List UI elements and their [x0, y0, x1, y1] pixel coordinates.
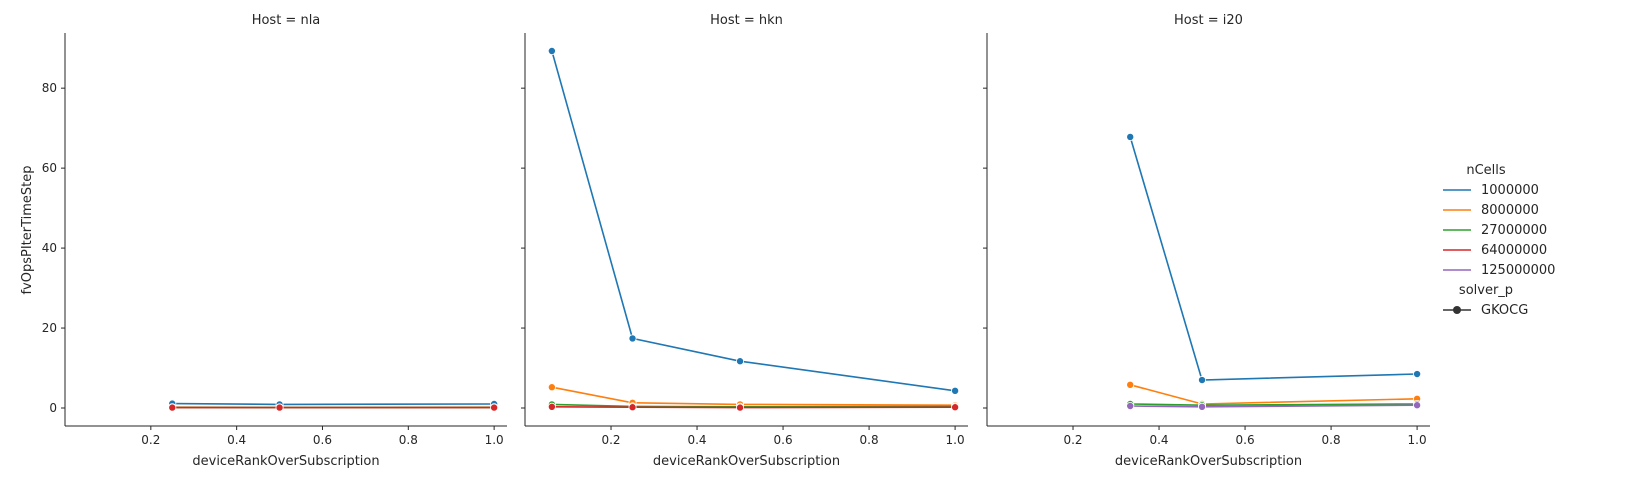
series-line-64000000	[551, 405, 956, 409]
x-tick-label: 0.8	[1322, 433, 1341, 447]
x-tick-label: 1.0	[1408, 433, 1427, 447]
series-line-1000000	[551, 50, 956, 392]
data-point-1000000	[736, 357, 745, 366]
data-point-8000000	[547, 383, 556, 392]
y-axis-label: fvOpsPIterTimeStep	[20, 165, 35, 294]
legend-label-125000000: 125000000	[1481, 263, 1555, 278]
legend: nCells 1000000 8000000 27000000 64000000 1250…	[1443, 163, 1555, 318]
data-point-1000000	[628, 334, 637, 343]
x-tick-label: 0.2	[1063, 433, 1082, 447]
legend-title-ncells: nCells	[1466, 163, 1506, 178]
x-tick-label: 0.4	[1149, 433, 1168, 447]
legend-label-64000000: 64000000	[1481, 243, 1547, 258]
data-point-1000000	[1413, 370, 1422, 379]
data-point-64000000	[490, 403, 499, 412]
x-tick-label: 1.0	[946, 433, 965, 447]
series-line-1000000	[172, 402, 495, 406]
facet-panel-2: Host = i20 0.2 0.4 0.6 0.8 1.0 deviceRankOverS…	[983, 13, 1430, 469]
x-tick-label: 0.8	[860, 433, 879, 447]
series-line-27000000	[551, 403, 956, 408]
data-point-1000000	[1126, 132, 1135, 141]
facet-panel-0: Host = nla 0.2 0.4 0.6 0.8 1.0 deviceRankOverS…	[42, 13, 507, 469]
panel-title: Host = hkn	[710, 13, 783, 28]
legend-title-solver: solver_p	[1459, 283, 1513, 298]
x-tick-label: 0.6	[1236, 433, 1255, 447]
x-tick-label: 1.0	[485, 433, 504, 447]
y-tick-label: 0	[49, 401, 57, 415]
x-tick-label: 0.6	[313, 433, 332, 447]
x-tick-label: 0.4	[227, 433, 246, 447]
data-point-1000000	[951, 386, 960, 395]
x-tick-label: 0.6	[774, 433, 793, 447]
x-tick-label: 0.4	[687, 433, 706, 447]
legend-style-label: GKOCG	[1481, 303, 1528, 318]
facet-panels: Host = nla 0.2 0.4 0.6 0.8 1.0 deviceRankOverS…	[42, 13, 1430, 469]
facet-panel-1: Host = hkn 0.2 0.4 0.6 0.8 1.0 deviceRankOverS…	[521, 13, 968, 469]
panel-title: Host = nla	[252, 13, 321, 28]
legend-label-1000000: 1000000	[1481, 183, 1539, 198]
y-tick-label: 40	[42, 241, 57, 255]
data-point-8000000	[1126, 380, 1135, 389]
panel-title: Host = i20	[1174, 13, 1243, 28]
x-axis-label: deviceRankOverSubscription	[653, 454, 840, 469]
data-point-64000000	[547, 402, 556, 411]
data-point-1000000	[1198, 376, 1207, 385]
legend-style-marker	[1453, 306, 1461, 314]
legend-label-8000000: 8000000	[1481, 203, 1539, 218]
x-tick-label: 0.2	[601, 433, 620, 447]
data-point-64000000	[628, 403, 637, 412]
x-tick-label: 0.2	[141, 433, 160, 447]
series-line-8000000	[551, 386, 956, 407]
x-axis-label: deviceRankOverSubscription	[192, 454, 379, 469]
y-tick-label: 80	[42, 81, 57, 95]
series-line-1000000	[1129, 136, 1418, 381]
legend-label-27000000: 27000000	[1481, 223, 1547, 238]
data-point-64000000	[275, 403, 284, 412]
data-point-64000000	[951, 403, 960, 412]
data-point-1000000	[547, 46, 556, 55]
data-point-125000000	[1198, 402, 1207, 411]
data-point-125000000	[1413, 401, 1422, 410]
data-point-64000000	[736, 403, 745, 412]
y-tick-label: 60	[42, 161, 57, 175]
data-point-125000000	[1126, 402, 1135, 411]
x-axis-label: deviceRankOverSubscription	[1115, 454, 1302, 469]
data-point-64000000	[168, 403, 177, 412]
series-line-8000000	[1129, 384, 1418, 405]
y-tick-label: 20	[42, 321, 57, 335]
x-tick-label: 0.8	[399, 433, 418, 447]
